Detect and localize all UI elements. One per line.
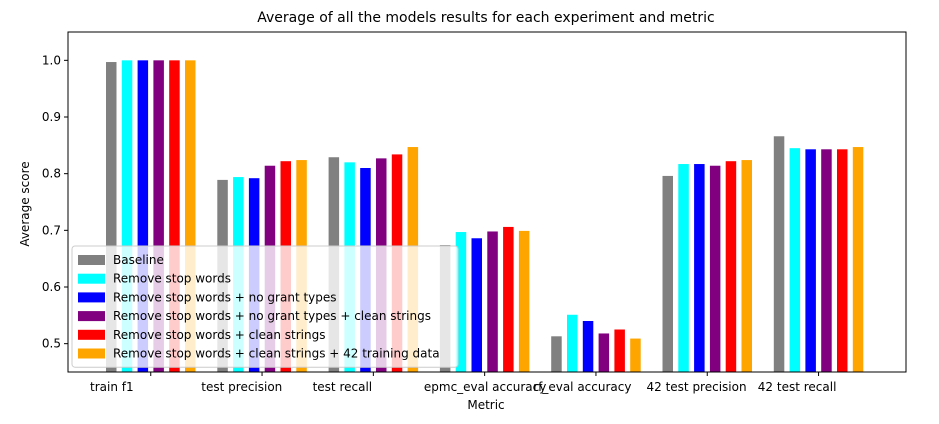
x-tick-label: 42 test precision	[647, 380, 747, 394]
chart-title: Average of all the models results for ea…	[257, 10, 714, 26]
bar	[518, 230, 530, 372]
bar	[137, 60, 149, 372]
bar	[551, 336, 562, 372]
bar	[773, 136, 785, 372]
legend-swatch	[78, 311, 105, 322]
bar	[582, 321, 594, 372]
bar	[471, 238, 482, 372]
x-tick-label: train f1	[90, 380, 134, 394]
legend-label: Remove stop words + clean strings	[113, 328, 325, 342]
legend-box	[71, 245, 459, 368]
bar	[852, 147, 864, 372]
legend: Baseline Remove stop words Remove stop wor…	[71, 245, 459, 368]
legend-swatch	[78, 329, 105, 340]
bar	[630, 338, 641, 372]
bar	[709, 165, 721, 372]
bar	[153, 60, 164, 372]
legend-label: Remove stop words	[113, 272, 231, 286]
bar	[694, 164, 705, 372]
bar	[789, 148, 801, 372]
y-axis: 0.5 0.6 0.7 0.8 0.9 1.0	[42, 53, 68, 351]
bar	[503, 226, 514, 372]
bar	[598, 333, 610, 372]
y-tick-label: 0.8	[42, 167, 61, 181]
legend-swatch	[78, 348, 105, 359]
bar	[487, 231, 498, 372]
legend-label: Baseline	[113, 253, 164, 267]
bar	[121, 60, 133, 372]
x-tick-label: rf_eval accuracy	[533, 380, 631, 394]
bar	[185, 60, 196, 372]
bar	[678, 164, 689, 372]
legend-label: Remove stop words + clean strings + 42 t…	[113, 347, 440, 361]
legend-swatch	[78, 292, 105, 303]
bar	[455, 232, 467, 372]
bar	[725, 161, 737, 372]
x-tick-label: test precision	[201, 380, 282, 394]
x-tick-label: test recall	[313, 380, 373, 394]
x-tick-label: 42 test recall	[758, 380, 837, 394]
bar	[741, 160, 752, 372]
bar	[614, 329, 625, 372]
x-axis: train f1 test precision test recall epmc_ev…	[90, 372, 836, 394]
bar	[106, 62, 117, 373]
bar	[821, 149, 832, 372]
y-tick-label: 0.6	[42, 280, 61, 294]
bar	[805, 149, 816, 372]
bar	[837, 149, 848, 372]
legend-label: Remove stop words + no grant types	[113, 290, 337, 304]
plot-frame	[67, 31, 907, 373]
y-tick-label: 0.5	[42, 337, 61, 351]
legend-label: Remove stop words + no grant types + cle…	[113, 309, 431, 323]
bar	[169, 60, 180, 372]
y-tick-label: 0.7	[42, 223, 61, 237]
x-axis-label: Metric	[467, 398, 504, 412]
bar	[662, 175, 673, 372]
legend-swatch	[78, 255, 105, 265]
y-axis-label: Average score	[18, 161, 32, 246]
y-tick-label: 0.9	[42, 110, 61, 124]
bar	[567, 314, 578, 372]
y-tick-label: 1.0	[42, 53, 61, 67]
x-tick-label: epmc_eval accuracy	[424, 380, 546, 394]
legend-swatch	[78, 273, 105, 284]
